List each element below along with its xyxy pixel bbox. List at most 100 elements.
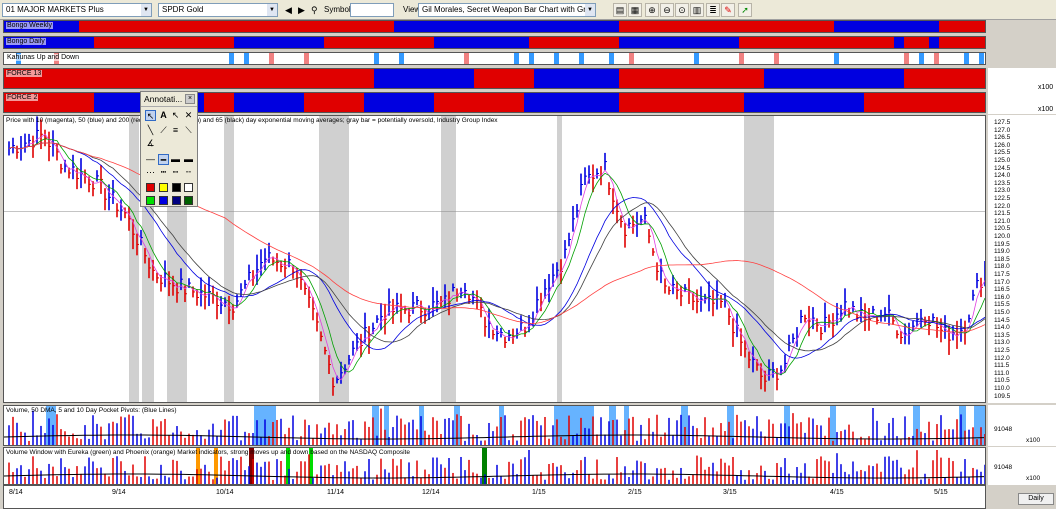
green-swatch[interactable]	[146, 196, 155, 205]
line-tool-icon[interactable]: ╲	[147, 125, 154, 135]
view-combo[interactable]: Gil Morales, Secret Weapon Bar Chart wit…	[418, 3, 596, 17]
price-tick: 112.5	[994, 347, 1010, 354]
price-tick: 122.5	[994, 195, 1011, 202]
highlight-band	[384, 406, 389, 445]
chevron-down-icon: ▼	[585, 4, 595, 16]
bongo-weekly-strip: Bongo Weekly	[3, 20, 986, 33]
zoom-out-icon[interactable]: ⊖	[660, 3, 674, 17]
zoom-fit-icon[interactable]: ⊙	[675, 3, 689, 17]
signal-segment	[474, 69, 534, 88]
volume-ma-line	[4, 473, 985, 479]
price-tick: 117.0	[994, 278, 1010, 286]
signal-segment	[744, 93, 864, 112]
export-icon[interactable]: ➚	[738, 3, 752, 17]
price-pane-title: Price with 10 (magenta), 50 (blue) and 2…	[6, 117, 498, 124]
pointer-tool-icon[interactable]: ↖	[145, 110, 156, 121]
price-tick: 111.5	[994, 362, 1010, 370]
volume2-axis-value: 91048	[994, 464, 1013, 471]
volume-axis-scale: x100	[1026, 437, 1041, 444]
yellow-swatch[interactable]	[159, 183, 168, 192]
price-tick: 123.5	[994, 179, 1011, 187]
list-combo[interactable]: 01 MAJOR MARKETS Plus ▼	[2, 3, 152, 17]
force13-strip: FORCE 13	[3, 68, 986, 89]
save-icon[interactable]: ▦	[628, 3, 642, 17]
channel-tool-icon[interactable]: ≡	[172, 125, 179, 135]
ray-tool-icon[interactable]: ⟍	[185, 125, 192, 135]
zoom-in-icon[interactable]: ⊕	[645, 3, 659, 17]
thin-line-icon[interactable]: —	[146, 154, 155, 164]
date-label: 1/15	[532, 489, 546, 496]
annotation-title-bar[interactable]: Annotati... ×	[141, 92, 197, 107]
daily-button[interactable]: Daily	[1018, 493, 1054, 505]
binoculars-icon[interactable]: ⚲	[311, 5, 318, 15]
diag-line-tool-icon[interactable]: ⟋	[160, 125, 167, 135]
oversold-band	[319, 116, 349, 402]
price-tick: 125.0	[994, 157, 1011, 164]
signal-segment	[374, 69, 474, 88]
signal-segment	[619, 93, 744, 112]
kahuna-marker	[554, 53, 559, 64]
price-tick: 114.5	[994, 316, 1010, 324]
prev-arrow-icon[interactable]: ◀	[285, 5, 292, 15]
volume-chart	[4, 406, 985, 445]
price-axis: 127.5 127.0 126.5 126.0 125.5 125.0 124.5 124.0…	[988, 115, 1056, 403]
bongo-weekly-label: Bongo Weekly	[6, 22, 54, 29]
price-tick: 110.5	[994, 377, 1010, 385]
symbol-combo[interactable]: SPDR Gold ▼	[158, 3, 278, 17]
signal-segment	[204, 93, 234, 112]
fib-tool-icon[interactable]: ∡	[146, 138, 155, 148]
next-arrow-icon[interactable]: ▶	[298, 5, 305, 15]
volume2-pane[interactable]: Volume Window with Eureka (green) and Ph…	[3, 447, 986, 485]
signal-segment	[739, 37, 894, 48]
view-label: View:	[403, 5, 423, 14]
annotation-palette[interactable]: Annotati... × ↖ A ↖ ✕ ╲ ⟋ ≡ ⟍ ∡ — ━ ▬ ▬ ⋯…	[140, 91, 198, 207]
dash-dot-line-icon[interactable]: ┉	[172, 167, 179, 177]
price-tick: 110.0	[994, 385, 1010, 392]
signal-segment	[619, 21, 834, 32]
signal-segment	[4, 37, 94, 48]
white-swatch[interactable]	[184, 183, 193, 192]
highlight-band	[974, 406, 985, 445]
medium-line-icon[interactable]: ━	[158, 154, 169, 165]
symbol-input[interactable]	[350, 3, 394, 17]
heavy-line-icon[interactable]: ▬	[184, 154, 193, 164]
force2-label: FORCE 2	[6, 94, 39, 101]
volume-pane[interactable]: Volume, 50 DMA, 5 and 10 Day Pocket Pivo…	[3, 405, 986, 446]
signal-segment	[834, 21, 939, 32]
ma50-line	[8, 142, 985, 359]
thick-line-icon[interactable]: ▬	[171, 154, 180, 164]
signal-segment	[4, 69, 374, 88]
price-tick: 126.5	[994, 134, 1011, 142]
price-tick: 113.0	[994, 339, 1010, 347]
delete-tool-icon[interactable]: ✕	[184, 110, 193, 120]
text-tool-icon[interactable]: A	[160, 110, 167, 120]
price-tick: 124.0	[994, 172, 1011, 180]
signal-segment	[79, 21, 394, 32]
signal-segment	[904, 37, 929, 48]
price-tick: 121.0	[994, 217, 1011, 225]
select-tool-icon[interactable]: ↖	[171, 110, 180, 120]
black-swatch[interactable]	[172, 183, 181, 192]
signal-segment	[524, 93, 619, 112]
close-icon[interactable]: ×	[185, 94, 195, 104]
signal-segment	[929, 37, 939, 48]
highlight-band	[249, 448, 254, 484]
dashed-line-icon[interactable]: ┅	[160, 167, 167, 177]
ma10-line	[8, 133, 985, 381]
red-swatch[interactable]	[146, 183, 155, 192]
volume-ma-line	[4, 434, 985, 440]
signal-segment	[939, 37, 985, 48]
navy-swatch[interactable]	[172, 196, 181, 205]
date-label: 3/15	[723, 489, 737, 496]
grid-icon[interactable]: ▥	[690, 3, 704, 17]
edit-chart-icon[interactable]: ✎	[721, 3, 735, 17]
dark-green-swatch[interactable]	[184, 196, 193, 205]
signal-segment	[234, 93, 304, 112]
list-icon[interactable]: ≣	[706, 3, 720, 17]
long-dash-line-icon[interactable]: ╌	[185, 167, 192, 177]
blue-swatch[interactable]	[159, 196, 168, 205]
price-tick: 122.0	[994, 202, 1011, 210]
open-icon[interactable]: ▤	[613, 3, 627, 17]
ema65-line	[8, 142, 985, 352]
dotted-line-icon[interactable]: ⋯	[146, 167, 155, 177]
